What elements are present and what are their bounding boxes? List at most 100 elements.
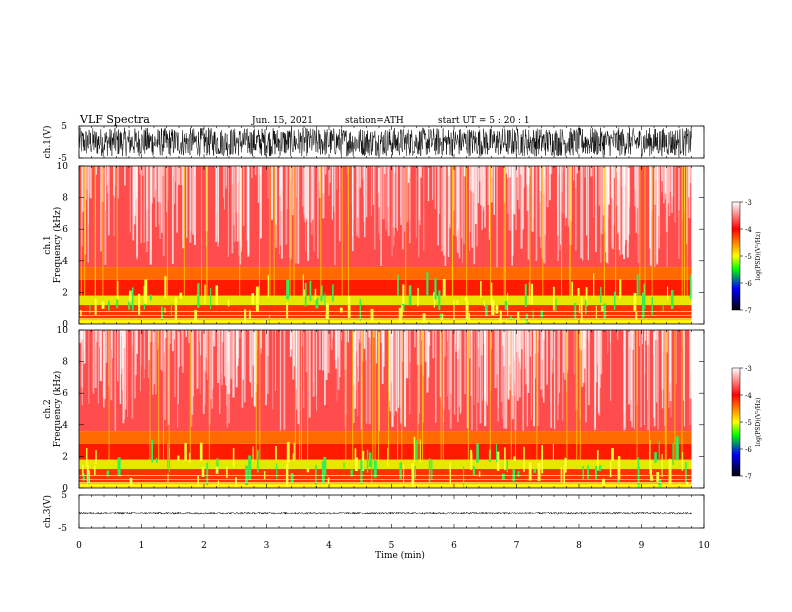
spectrogram-streak (401, 330, 404, 362)
spectrogram-streak (395, 166, 398, 229)
y-tick-label: 8 (62, 194, 68, 204)
spectrogram-streak (463, 166, 466, 177)
spectrogram-event (532, 310, 534, 318)
spectrogram-streak (599, 330, 601, 388)
spectrogram-event (633, 293, 637, 312)
spectrogram-event (401, 330, 403, 460)
spectrogram-streak (550, 330, 552, 428)
time-axis: 0 1 2 3 4 5 6 7 8 9 10 (76, 541, 710, 551)
spectrogram-event (434, 278, 437, 300)
x-tick-label: 6 (451, 541, 457, 551)
spectrogram-streak (381, 330, 384, 384)
colorbar-ch2: -3 -4 -5 -6 -7 log(PSD)(V²/Hz) (731, 365, 762, 481)
spectrogram-event (177, 455, 180, 461)
colorbar-ch1: -3 -4 -5 -6 -7 log(PSD)(V²/Hz) (731, 199, 762, 315)
spectrogram-streak (582, 166, 584, 261)
spectrogram-streak (308, 330, 311, 418)
spectrogram-event (502, 473, 505, 480)
spectrogram-streak (473, 166, 476, 265)
spectrogram-streak (633, 330, 635, 430)
spectrogram-streak (642, 330, 643, 345)
y-axis-label: ch.2 (43, 399, 53, 418)
spectrogram-streak (653, 330, 656, 427)
spectrogram-streak (140, 330, 141, 392)
spectrogram-streak (305, 166, 308, 220)
spectrogram-streak (494, 330, 497, 389)
spectrogram-streak (362, 166, 364, 180)
spectrogram-streak (647, 330, 649, 431)
spectrogram-streak (132, 330, 133, 345)
spectrogram-streak (477, 166, 480, 204)
spectrogram-event (167, 443, 169, 469)
spectrogram-streak (635, 166, 638, 233)
spectrogram-streak (449, 330, 453, 394)
spectrogram-event (528, 462, 532, 481)
spectrogram-streak (312, 166, 314, 220)
spectrogram-streak (223, 330, 225, 377)
spectrogram-streak (146, 166, 149, 211)
spectrogram-band (79, 295, 692, 306)
spectrogram-event (490, 166, 492, 296)
spectrogram-streak (418, 166, 420, 221)
spectrogram-event (654, 452, 657, 463)
colorbar-tick-label: -3 (745, 199, 752, 207)
spectrogram-streak (493, 166, 496, 215)
spectrogram-streak (606, 166, 608, 184)
spectrogram-streak (595, 330, 598, 383)
spectrogram-event (116, 166, 118, 296)
spectrogram-streak (173, 330, 175, 340)
spectrogram-streak (623, 330, 626, 431)
spectrogram-streak (337, 330, 339, 358)
y-axis-label: Frequency (kHz) (52, 207, 63, 284)
spectrogram-streak (340, 330, 343, 340)
spectrogram-event (315, 298, 319, 309)
spectrogram-streak (95, 330, 97, 346)
spectrogram-event (290, 473, 294, 483)
spectrogram-streak (628, 166, 630, 202)
spectrogram-streak (543, 166, 545, 178)
spectrogram-event (495, 305, 499, 314)
x-tick-label: 3 (264, 541, 270, 551)
spectrogram-streak (454, 330, 456, 415)
spectrogram-streak (380, 166, 382, 267)
spectrogram-streak (613, 166, 616, 178)
spectrogram-streak (372, 330, 375, 338)
spectrogram-streak (515, 166, 517, 230)
spectrogram-event (294, 330, 296, 460)
spectrogram-streak (631, 330, 634, 428)
spectrogram-streak (668, 330, 670, 408)
spectrogram-event (636, 274, 639, 296)
x-tick-label: 2 (201, 541, 207, 551)
spectrogram-event (320, 166, 322, 296)
spectrogram-streak (357, 166, 360, 238)
spectrogram-event (609, 461, 612, 478)
spectrogram-streak (409, 166, 411, 244)
spectrogram-event (490, 282, 493, 305)
spectrogram-streak (102, 330, 105, 398)
spectrogram-streak (217, 166, 219, 247)
spectrogram-event (530, 283, 534, 305)
spectrogram-event (201, 466, 205, 477)
spectrogram-streak (539, 166, 541, 237)
spectrogram-streak (204, 330, 206, 406)
spectrogram-event (258, 166, 260, 296)
spectrogram-event (306, 467, 310, 473)
spectrogram-event (472, 466, 475, 476)
spectrogram-streak (444, 330, 446, 357)
spectrogram-event (467, 330, 469, 460)
spectrogram-event (210, 288, 212, 310)
spectrogram-streak (534, 330, 536, 354)
spectrogram-streak (325, 330, 328, 380)
spectrogram-streak (520, 166, 523, 249)
colorbar-tick-label: -3 (745, 365, 752, 373)
spectrogram-event (217, 480, 220, 486)
spectrogram-streak (595, 166, 597, 253)
spectrogram-streak (689, 330, 691, 426)
spectrogram-streak (89, 166, 92, 199)
spectrogram-streak (158, 166, 160, 203)
spectrogram-streak (607, 166, 610, 205)
spectrogram-event (387, 447, 389, 467)
spectrogram-streak (656, 330, 658, 341)
spectrogram-event (464, 296, 468, 302)
